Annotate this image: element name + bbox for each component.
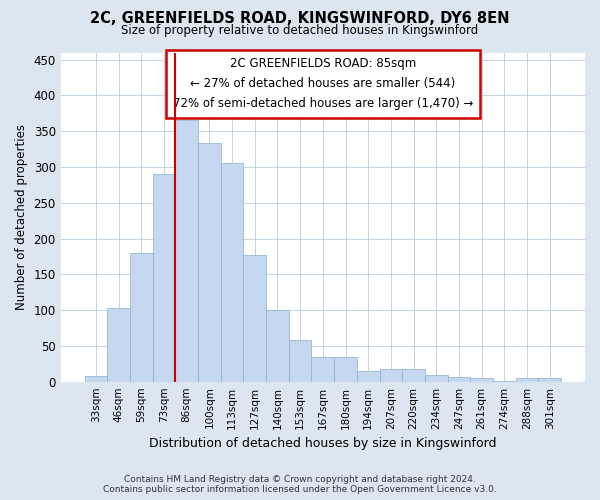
Bar	[516, 378, 538, 382]
Text: 2C GREENFIELDS ROAD: 85sqm
← 27% of detached houses are smaller (544)
72% of sem: 2C GREENFIELDS ROAD: 85sqm ← 27% of deta…	[173, 58, 473, 110]
Bar	[425, 374, 448, 382]
Bar	[470, 378, 493, 382]
X-axis label: Distribution of detached houses by size in Kingswinford: Distribution of detached houses by size …	[149, 437, 497, 450]
Bar	[130, 253, 152, 382]
Bar	[402, 369, 425, 382]
Bar	[221, 164, 244, 382]
Bar	[448, 378, 470, 382]
Text: Size of property relative to detached houses in Kingswinford: Size of property relative to detached ho…	[121, 24, 479, 37]
Bar	[198, 144, 221, 382]
Bar	[380, 369, 402, 382]
Bar	[538, 378, 561, 382]
Bar	[311, 356, 334, 382]
Bar	[493, 381, 516, 382]
Bar	[334, 356, 357, 382]
Bar	[266, 310, 289, 382]
Bar	[107, 308, 130, 382]
Bar	[357, 371, 380, 382]
Bar	[175, 120, 198, 382]
Bar	[85, 376, 107, 382]
Bar	[244, 255, 266, 382]
Text: 2C, GREENFIELDS ROAD, KINGSWINFORD, DY6 8EN: 2C, GREENFIELDS ROAD, KINGSWINFORD, DY6 …	[90, 11, 510, 26]
Y-axis label: Number of detached properties: Number of detached properties	[15, 124, 28, 310]
Bar	[152, 174, 175, 382]
Text: Contains HM Land Registry data © Crown copyright and database right 2024.
Contai: Contains HM Land Registry data © Crown c…	[103, 474, 497, 494]
Bar	[289, 340, 311, 382]
